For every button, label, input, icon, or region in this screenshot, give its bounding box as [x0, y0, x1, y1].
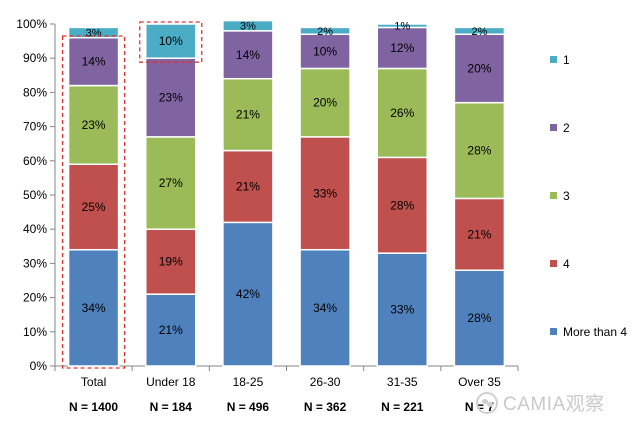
data-label: 23%	[159, 91, 183, 105]
bar-segment	[453, 26, 506, 36]
legend-swatch	[550, 328, 557, 335]
bar-segment	[145, 57, 197, 138]
bar-segment	[222, 77, 274, 152]
data-label: 3%	[86, 28, 102, 40]
legend-swatch	[550, 192, 557, 199]
y-tick-label: 70%	[23, 120, 47, 134]
data-label: 3%	[240, 21, 256, 33]
bar-segment	[376, 67, 428, 159]
data-label: 10%	[159, 34, 183, 48]
bar-segment	[376, 26, 428, 70]
data-label: 34%	[82, 301, 106, 315]
bar-segment	[299, 26, 351, 36]
legend-label: More than 4	[563, 325, 627, 339]
sample-size-label: N = 496	[227, 400, 270, 414]
data-label: 21%	[236, 179, 260, 193]
bar-segment	[145, 293, 197, 367]
bar-segment	[299, 33, 351, 70]
y-tick-label: 90%	[23, 51, 47, 65]
y-tick-label: 60%	[23, 154, 47, 168]
data-label: 19%	[159, 255, 183, 269]
legend-label: 4	[563, 257, 570, 271]
sample-size-label: N = 184	[150, 400, 193, 414]
sample-size-label: N = 1400	[69, 400, 118, 414]
data-label: 14%	[82, 55, 106, 69]
y-tick-label: 0%	[30, 359, 48, 373]
bar-segment	[299, 136, 351, 251]
data-label: 21%	[467, 227, 491, 241]
data-label: 23%	[82, 118, 106, 132]
bar-segment	[222, 149, 274, 224]
y-tick-label: 50%	[23, 188, 47, 202]
x-tick-label: Under 18	[146, 375, 196, 389]
y-tick-label: 100%	[16, 17, 47, 31]
data-label: 28%	[390, 198, 414, 212]
highlight-box-under18	[139, 21, 203, 63]
highlight-box-total	[61, 35, 126, 369]
bar-segment	[453, 101, 506, 200]
data-label: 26%	[390, 106, 414, 120]
bar-segment	[453, 269, 506, 367]
y-tick-label: 20%	[23, 291, 47, 305]
sample-size-label: N = 362	[304, 400, 347, 414]
sample-size-label: N = 7	[465, 400, 494, 414]
bar-segment	[145, 136, 197, 230]
data-label: 28%	[467, 144, 491, 158]
data-label: 27%	[159, 176, 183, 190]
bar-segment	[67, 248, 120, 367]
legend-label: 2	[563, 121, 570, 135]
bar-segment	[67, 36, 120, 87]
data-label: 2%	[471, 26, 487, 38]
x-tick-label: 26-30	[310, 375, 341, 389]
data-label: 28%	[467, 311, 491, 325]
bar-segment	[376, 23, 428, 29]
data-label: 1%	[394, 21, 410, 33]
x-tick-label: 31-35	[387, 375, 418, 389]
data-label: 20%	[467, 61, 491, 75]
data-label: 20%	[313, 96, 337, 110]
data-label: 21%	[236, 108, 260, 122]
y-tick-label: 10%	[23, 325, 47, 339]
bar-segment	[222, 221, 274, 367]
data-label: 33%	[390, 303, 414, 317]
data-label: 2%	[317, 26, 333, 38]
data-label: 12%	[390, 41, 414, 55]
legend-swatch	[550, 260, 557, 267]
x-tick-label: Over 35	[458, 375, 501, 389]
bar-segment	[453, 197, 506, 271]
y-tick-label: 40%	[23, 222, 47, 236]
data-label: 25%	[82, 200, 106, 214]
data-label: 21%	[159, 323, 183, 337]
bar-segment	[67, 84, 120, 165]
bar-segment	[222, 19, 274, 32]
x-tick-label: 18-25	[233, 375, 264, 389]
data-label: 34%	[313, 301, 337, 315]
bar-segment	[145, 228, 197, 295]
bar-segment	[145, 23, 197, 59]
sample-size-label: N = 221	[381, 400, 424, 414]
bar-segment	[453, 33, 506, 104]
legend-label: 1	[563, 53, 570, 67]
bar-segment	[67, 26, 120, 39]
y-tick-label: 80%	[23, 85, 47, 99]
bar-segment	[222, 30, 274, 80]
legend-label: 3	[563, 189, 570, 203]
legend-swatch	[550, 124, 557, 131]
data-label: 42%	[236, 287, 260, 301]
bar-segment	[376, 156, 428, 254]
bar-segment	[376, 252, 428, 367]
y-tick-label: 30%	[23, 256, 47, 270]
data-label: 14%	[236, 48, 260, 62]
data-label: 33%	[313, 186, 337, 200]
data-label: 10%	[313, 44, 337, 58]
bar-segment	[67, 163, 120, 251]
x-tick-label: Total	[81, 375, 106, 389]
legend-swatch	[550, 56, 557, 63]
